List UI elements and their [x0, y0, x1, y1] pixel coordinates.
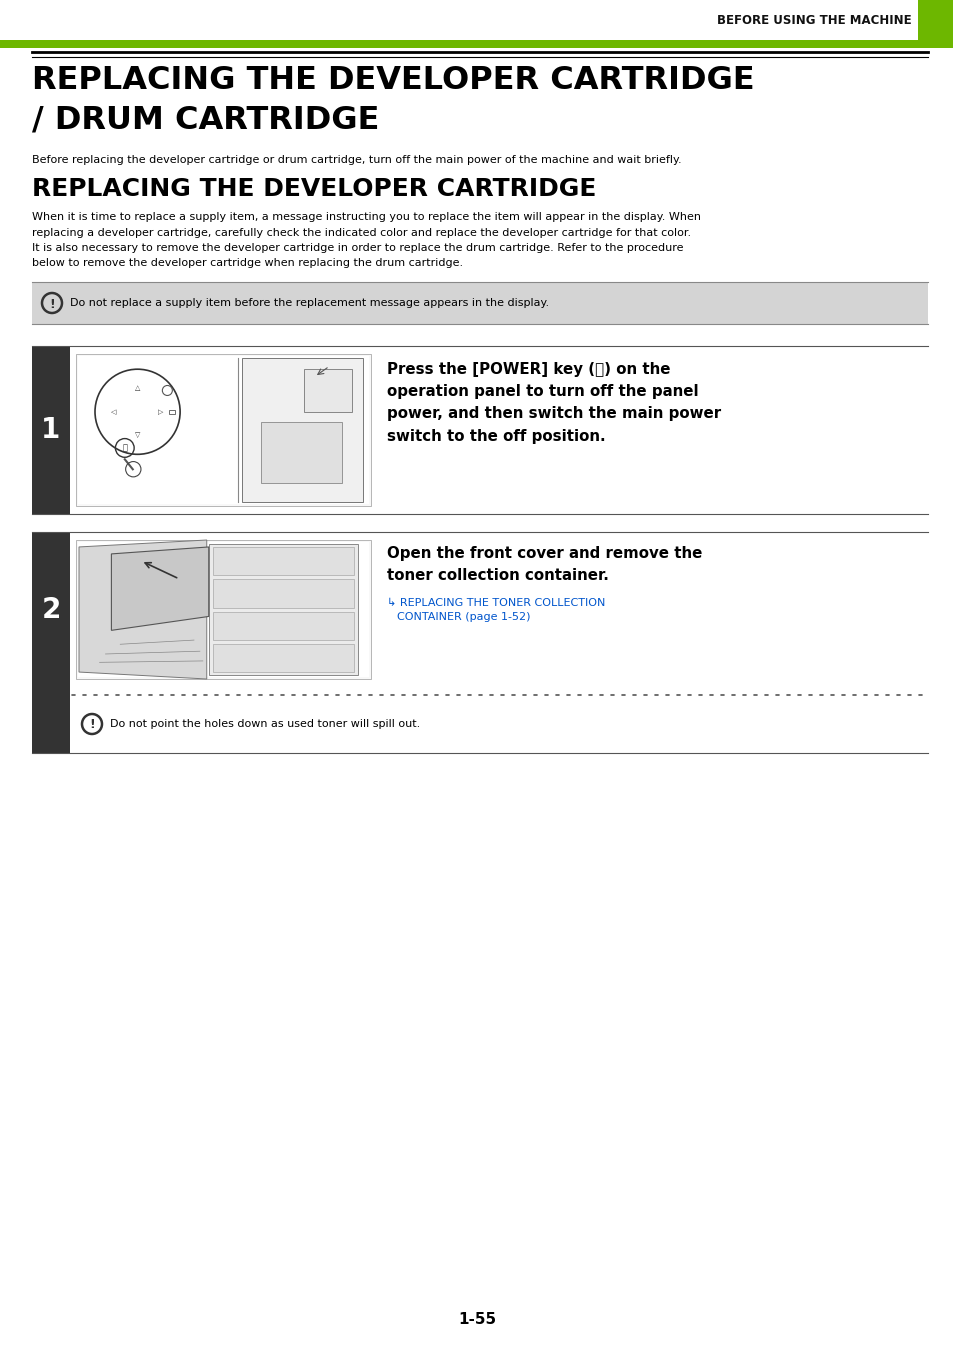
Bar — [242, 358, 363, 502]
Text: !: ! — [49, 297, 55, 310]
Bar — [0, 40, 953, 49]
Text: below to remove the developer cartridge when replacing the drum cartridge.: below to remove the developer cartridge … — [32, 258, 462, 269]
Text: Press the [POWER] key (ⓧ) on the
operation panel to turn off the panel
power, an: Press the [POWER] key (ⓧ) on the operati… — [387, 362, 720, 444]
Text: Before replacing the developer cartridge or drum cartridge, turn off the main po: Before replacing the developer cartridge… — [32, 155, 680, 165]
Bar — [76, 540, 371, 679]
Bar — [32, 282, 927, 324]
Bar — [78, 356, 369, 504]
Text: REPLACING THE DEVELOPER CARTRIDGE: REPLACING THE DEVELOPER CARTRIDGE — [32, 65, 754, 96]
Text: Open the front cover and remove the: Open the front cover and remove the — [387, 545, 701, 562]
Bar — [209, 544, 357, 675]
Text: Do not replace a supply item before the replacement message appears in the displ: Do not replace a supply item before the … — [70, 298, 549, 308]
Text: toner collection container.: toner collection container. — [387, 568, 608, 583]
Bar — [304, 369, 352, 412]
Text: It is also necessary to remove the developer cartridge in order to replace the d: It is also necessary to remove the devel… — [32, 243, 682, 252]
Text: When it is time to replace a supply item, a message instructing you to replace t: When it is time to replace a supply item… — [32, 212, 700, 221]
Text: 1: 1 — [41, 416, 61, 444]
Bar — [260, 423, 341, 483]
Text: replacing a developer cartridge, carefully check the indicated color and replace: replacing a developer cartridge, careful… — [32, 228, 690, 238]
Bar — [213, 612, 354, 640]
Bar — [213, 579, 354, 608]
Text: △: △ — [134, 385, 140, 391]
Bar — [32, 346, 70, 514]
Bar — [78, 541, 369, 676]
Text: BEFORE USING THE MACHINE: BEFORE USING THE MACHINE — [717, 14, 911, 27]
Text: Do not point the holes down as used toner will spill out.: Do not point the holes down as used tone… — [110, 720, 420, 729]
Bar — [917, 0, 953, 49]
Text: ◁: ◁ — [112, 409, 116, 414]
Polygon shape — [79, 540, 207, 679]
Bar — [170, 410, 175, 413]
Bar — [213, 547, 354, 575]
Text: ↳ REPLACING THE TONER COLLECTION: ↳ REPLACING THE TONER COLLECTION — [387, 598, 605, 608]
Bar — [76, 354, 371, 506]
Text: REPLACING THE DEVELOPER CARTRIDGE: REPLACING THE DEVELOPER CARTRIDGE — [32, 177, 596, 201]
Bar — [32, 532, 70, 753]
Text: / DRUM CARTRIDGE: / DRUM CARTRIDGE — [32, 105, 379, 136]
Text: ▷: ▷ — [158, 409, 164, 414]
Text: 1-55: 1-55 — [457, 1312, 496, 1327]
Polygon shape — [112, 547, 209, 630]
Text: CONTAINER (page 1-52): CONTAINER (page 1-52) — [396, 612, 530, 622]
Bar — [213, 644, 354, 672]
Text: !: ! — [89, 718, 94, 732]
Text: ▽: ▽ — [134, 432, 140, 439]
Text: ⏻: ⏻ — [122, 443, 127, 452]
Text: 2: 2 — [41, 595, 61, 624]
